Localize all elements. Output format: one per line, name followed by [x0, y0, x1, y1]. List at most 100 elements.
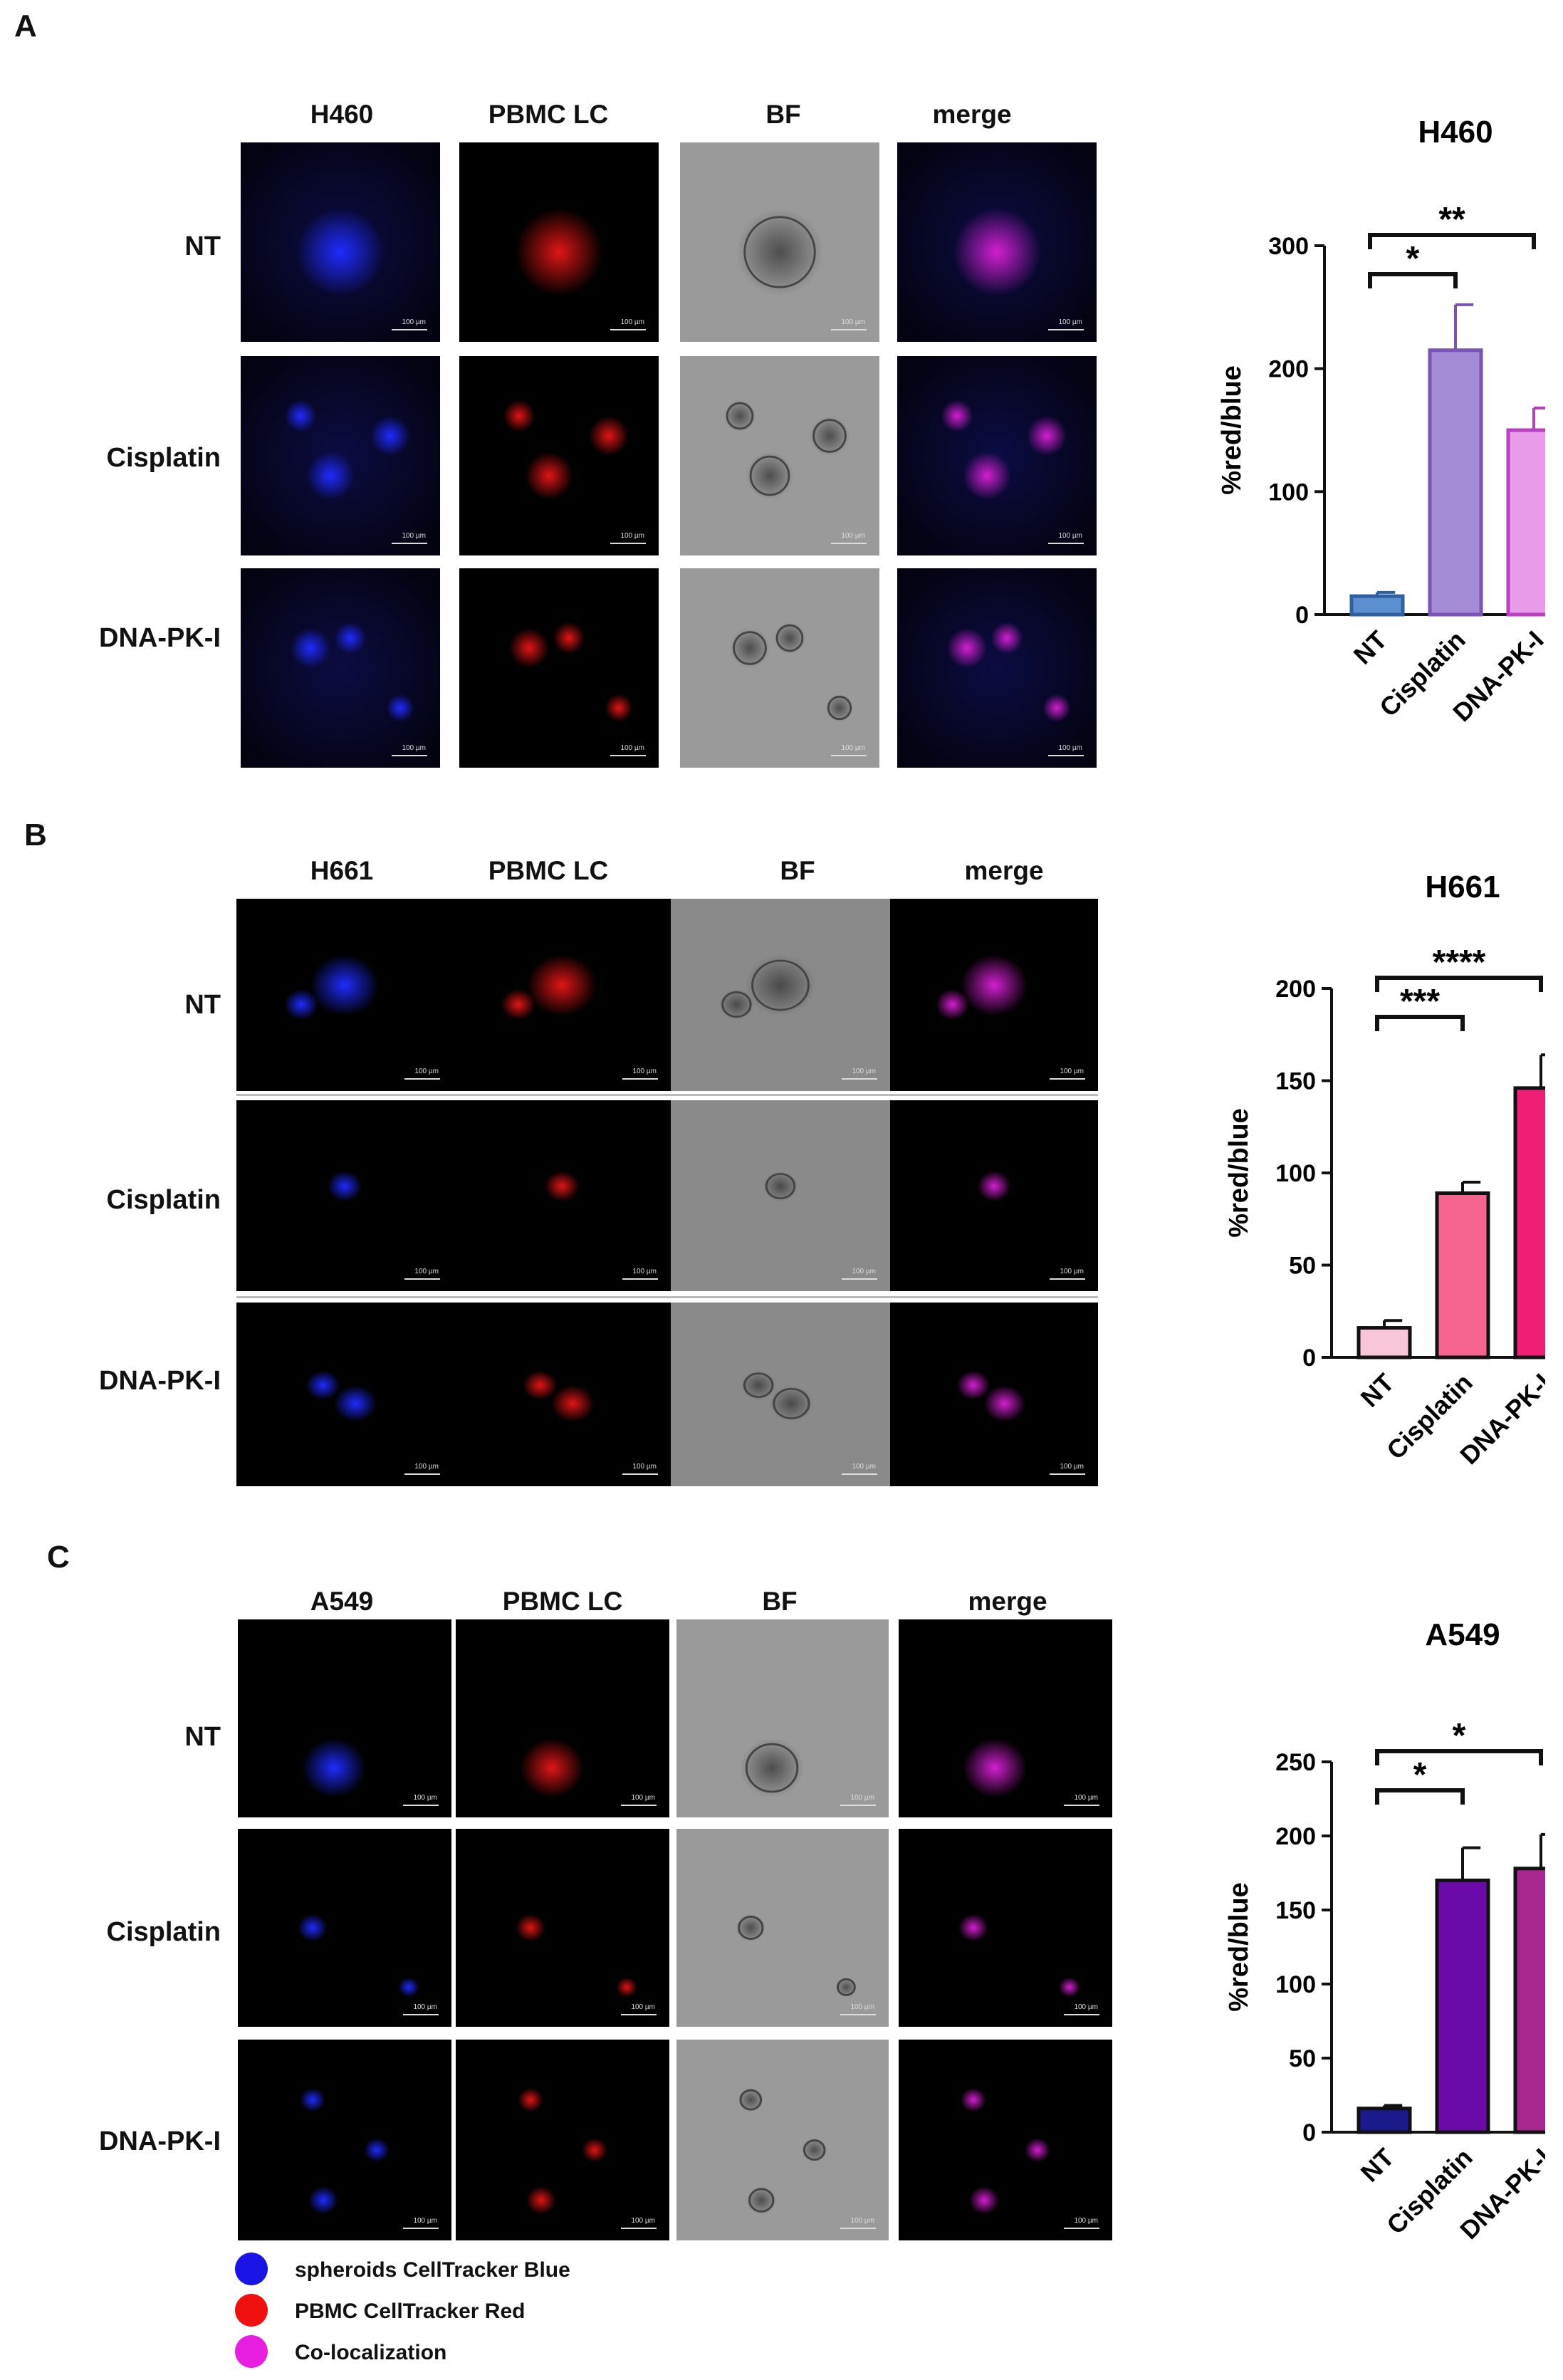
scale-bar-label: 100 µm: [1060, 1463, 1084, 1471]
micrograph-tile: 100 µm: [236, 1100, 453, 1291]
scale-bar-label: 100 µm: [620, 744, 644, 752]
micrograph-tile: 100 µm: [453, 1303, 671, 1486]
micrograph-image: [899, 2040, 1112, 2240]
micrograph-tile: 100 µm: [459, 142, 659, 342]
scale-bar: [1050, 1473, 1085, 1475]
micrograph-tile: 100 µm: [241, 142, 440, 342]
micrograph-tile: 100 µm: [456, 1619, 669, 1817]
micrograph-image: [897, 142, 1097, 342]
y-tick-label: 300: [1268, 233, 1309, 260]
micrograph-tile: 100 µm: [236, 899, 453, 1091]
significance-label: ***: [1400, 983, 1440, 1021]
micrograph-image: [680, 356, 879, 555]
legend-label: PBMC CellTracker Red: [295, 2300, 526, 2323]
scale-bar-label: 100 µm: [1074, 2217, 1098, 2225]
scale-bar: [831, 543, 867, 544]
micrograph-image: [890, 1303, 1098, 1486]
error-bar: [1454, 303, 1474, 350]
scale-bar-label: 100 µm: [1058, 532, 1082, 540]
micrograph-tile: 100 µm: [899, 1829, 1112, 2027]
error-bar: [1376, 590, 1396, 597]
micrograph-tile: 100 µm: [897, 142, 1097, 342]
scale-bar-label: 100 µm: [620, 318, 644, 326]
scale-bar-label: 100 µm: [852, 1463, 876, 1471]
scale-bar-label: 100 µm: [632, 1268, 657, 1275]
row-label-c-0: NT: [184, 1722, 221, 1752]
y-axis-label: %red/blue: [1224, 1108, 1254, 1238]
micrograph-image: [241, 142, 440, 342]
micrograph-tile: 100 µm: [459, 568, 659, 768]
micrograph-tile: 100 µm: [453, 1100, 671, 1291]
significance-label: ****: [1433, 944, 1486, 981]
micrograph-tile: 100 µm: [680, 356, 879, 555]
row-separator: [236, 1094, 1098, 1096]
micrograph-tile: 100 µm: [676, 2040, 889, 2240]
micrograph-image: [241, 356, 440, 555]
scale-bar: [842, 1078, 877, 1080]
micrograph-tile: 100 µm: [236, 1303, 453, 1486]
row-label-c-1: Cisplatin: [106, 1917, 221, 1947]
x-tick-label: NT: [1355, 2143, 1400, 2188]
scale-bar-label: 100 µm: [841, 744, 865, 752]
bar: [1435, 1191, 1490, 1359]
scale-bar: [842, 1473, 877, 1475]
micrograph-image: [456, 1619, 669, 1817]
col-label-c-3: merge: [968, 1587, 1047, 1616]
scale-bar-label: 100 µm: [841, 318, 865, 326]
y-tick-label: 150: [1275, 1897, 1316, 1924]
error-bar: [1461, 1180, 1481, 1194]
micrograph-tile: 100 µm: [459, 356, 659, 555]
scale-bar: [1064, 2228, 1099, 2229]
scale-bar: [840, 2014, 876, 2015]
scale-bar: [610, 329, 646, 330]
scale-bar-label: 100 µm: [413, 1794, 437, 1802]
bar: [1513, 1086, 1545, 1359]
y-axis-label: %red/blue: [1224, 1882, 1254, 2012]
scale-bar: [831, 329, 867, 330]
col-label-b-2: BF: [780, 856, 815, 885]
legend-swatch: [235, 2253, 268, 2285]
y-tick-label: 200: [1275, 1823, 1316, 1850]
scale-bar-label: 100 µm: [632, 1068, 657, 1075]
y-tick-label: 200: [1275, 976, 1316, 1003]
scale-bar-label: 100 µm: [414, 1268, 439, 1275]
y-axis-label: %red/blue: [1217, 365, 1247, 495]
micrograph-image: [456, 2040, 669, 2240]
micrograph-tile: 100 µm: [899, 1619, 1112, 1817]
scale-bar-label: 100 µm: [631, 2217, 655, 2225]
significance-label: *: [1413, 1756, 1427, 1794]
chart-title: A549: [1425, 1617, 1500, 1652]
legend-label: spheroids CellTracker Blue: [295, 2258, 570, 2282]
significance-bracket: [1368, 233, 1536, 249]
micrograph-image: [890, 1100, 1098, 1291]
micrograph-image: [459, 568, 659, 768]
micrograph-tile: 100 µm: [680, 142, 879, 342]
scale-bar: [1064, 1805, 1099, 1806]
error-bar: [1461, 1846, 1481, 1881]
error-bar: [1532, 406, 1545, 430]
scale-bar-label: 100 µm: [1060, 1268, 1084, 1275]
micrograph-image: [453, 1303, 671, 1486]
legend-swatch: [235, 2335, 268, 2368]
micrograph-tile: 100 µm: [890, 1303, 1098, 1486]
col-label-b-0: H661: [310, 856, 374, 885]
micrograph-image: [241, 568, 440, 768]
micrograph-image: [676, 1619, 889, 1817]
y-tick-label: 250: [1275, 1749, 1316, 1776]
scale-bar: [622, 1278, 658, 1280]
row-label-b-2: DNA-PK-I: [99, 1366, 221, 1396]
col-label-b-3: merge: [964, 856, 1044, 885]
error-bar: [1540, 1053, 1545, 1088]
col-label-b-1: PBMC LC: [488, 856, 609, 885]
col-label-c-2: BF: [762, 1587, 798, 1616]
micrograph-tile: 100 µm: [671, 1100, 890, 1291]
error-bar: [1540, 1832, 1545, 1869]
scale-bar: [403, 1805, 439, 1806]
error-bar: [1383, 2104, 1403, 2109]
scale-bar: [831, 755, 867, 756]
micrograph-tile: 100 µm: [899, 2040, 1112, 2240]
scale-bar-label: 100 µm: [402, 744, 426, 752]
scale-bar: [404, 1278, 440, 1280]
micrograph-tile: 100 µm: [897, 356, 1097, 555]
micrograph-tile: 100 µm: [897, 568, 1097, 768]
